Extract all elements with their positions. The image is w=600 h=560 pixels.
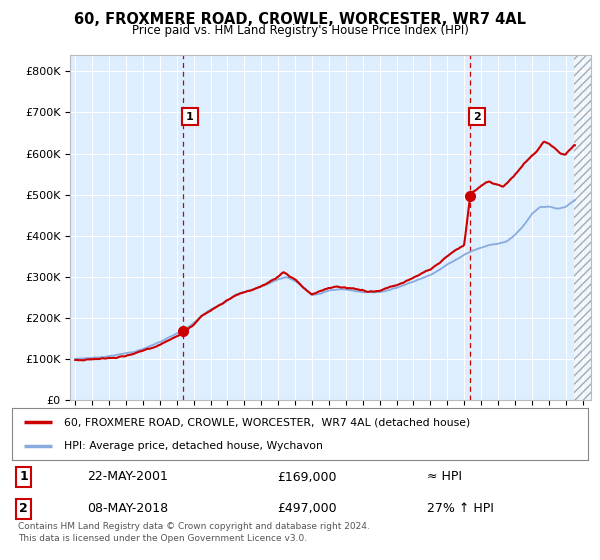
Text: 08-MAY-2018: 08-MAY-2018 — [87, 502, 168, 515]
Text: Contains HM Land Registry data © Crown copyright and database right 2024.
This d: Contains HM Land Registry data © Crown c… — [18, 522, 370, 543]
Text: Price paid vs. HM Land Registry's House Price Index (HPI): Price paid vs. HM Land Registry's House … — [131, 24, 469, 36]
Text: £497,000: £497,000 — [277, 502, 337, 515]
Bar — [574, 55, 591, 400]
Text: 2: 2 — [473, 111, 481, 122]
Text: 27% ↑ HPI: 27% ↑ HPI — [427, 502, 494, 515]
Text: £169,000: £169,000 — [277, 470, 337, 483]
Text: 1: 1 — [19, 470, 28, 483]
Text: 2: 2 — [19, 502, 28, 515]
Text: 60, FROXMERE ROAD, CROWLE, WORCESTER, WR7 4AL: 60, FROXMERE ROAD, CROWLE, WORCESTER, WR… — [74, 12, 526, 27]
Text: 22-MAY-2001: 22-MAY-2001 — [87, 470, 168, 483]
Text: 60, FROXMERE ROAD, CROWLE, WORCESTER,  WR7 4AL (detached house): 60, FROXMERE ROAD, CROWLE, WORCESTER, WR… — [64, 417, 470, 427]
Text: HPI: Average price, detached house, Wychavon: HPI: Average price, detached house, Wych… — [64, 441, 323, 451]
Text: ≈ HPI: ≈ HPI — [427, 470, 462, 483]
Text: 1: 1 — [186, 111, 194, 122]
